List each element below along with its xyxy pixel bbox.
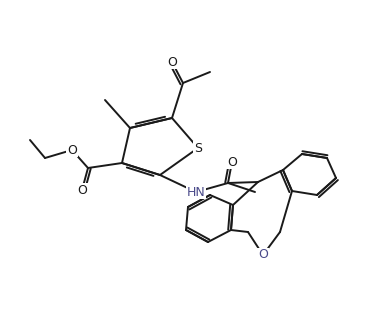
Text: O: O (77, 183, 87, 197)
Text: HN: HN (187, 185, 205, 198)
Text: O: O (67, 143, 77, 156)
Text: O: O (258, 248, 268, 261)
Text: S: S (194, 142, 202, 155)
Text: O: O (227, 156, 237, 169)
Text: O: O (167, 56, 177, 68)
